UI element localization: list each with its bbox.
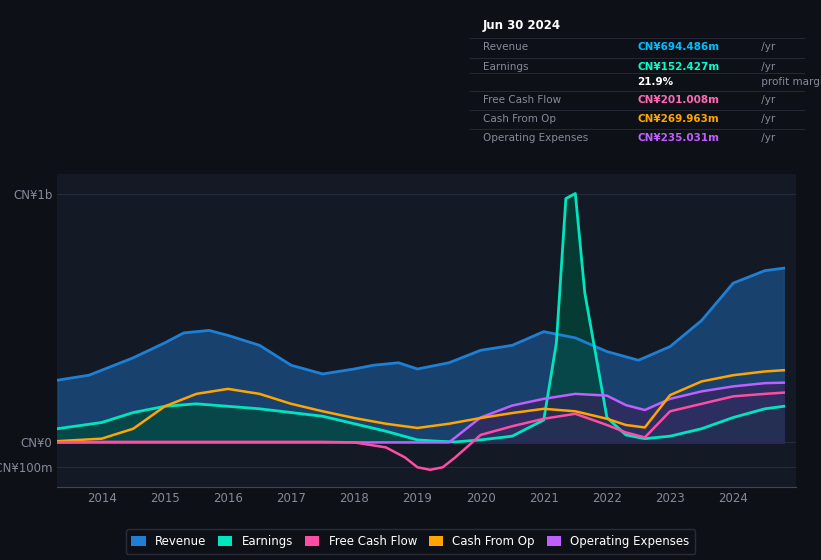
Text: /yr: /yr xyxy=(758,114,775,124)
Text: CN¥235.031m: CN¥235.031m xyxy=(637,133,719,143)
Text: Cash From Op: Cash From Op xyxy=(483,114,556,124)
Text: Earnings: Earnings xyxy=(483,62,529,72)
Text: CN¥694.486m: CN¥694.486m xyxy=(637,42,719,52)
Text: CN¥201.008m: CN¥201.008m xyxy=(637,95,719,105)
Text: Operating Expenses: Operating Expenses xyxy=(483,133,589,143)
Legend: Revenue, Earnings, Free Cash Flow, Cash From Op, Operating Expenses: Revenue, Earnings, Free Cash Flow, Cash … xyxy=(126,529,695,554)
Text: 21.9%: 21.9% xyxy=(637,77,673,87)
Text: Free Cash Flow: Free Cash Flow xyxy=(483,95,561,105)
Text: /yr: /yr xyxy=(758,133,775,143)
Text: /yr: /yr xyxy=(758,95,775,105)
Text: CN¥269.963m: CN¥269.963m xyxy=(637,114,719,124)
Text: Revenue: Revenue xyxy=(483,42,528,52)
Text: Jun 30 2024: Jun 30 2024 xyxy=(483,19,561,32)
Text: CN¥152.427m: CN¥152.427m xyxy=(637,62,719,72)
Text: /yr: /yr xyxy=(758,62,775,72)
Text: profit margin: profit margin xyxy=(758,77,821,87)
Text: /yr: /yr xyxy=(758,42,775,52)
